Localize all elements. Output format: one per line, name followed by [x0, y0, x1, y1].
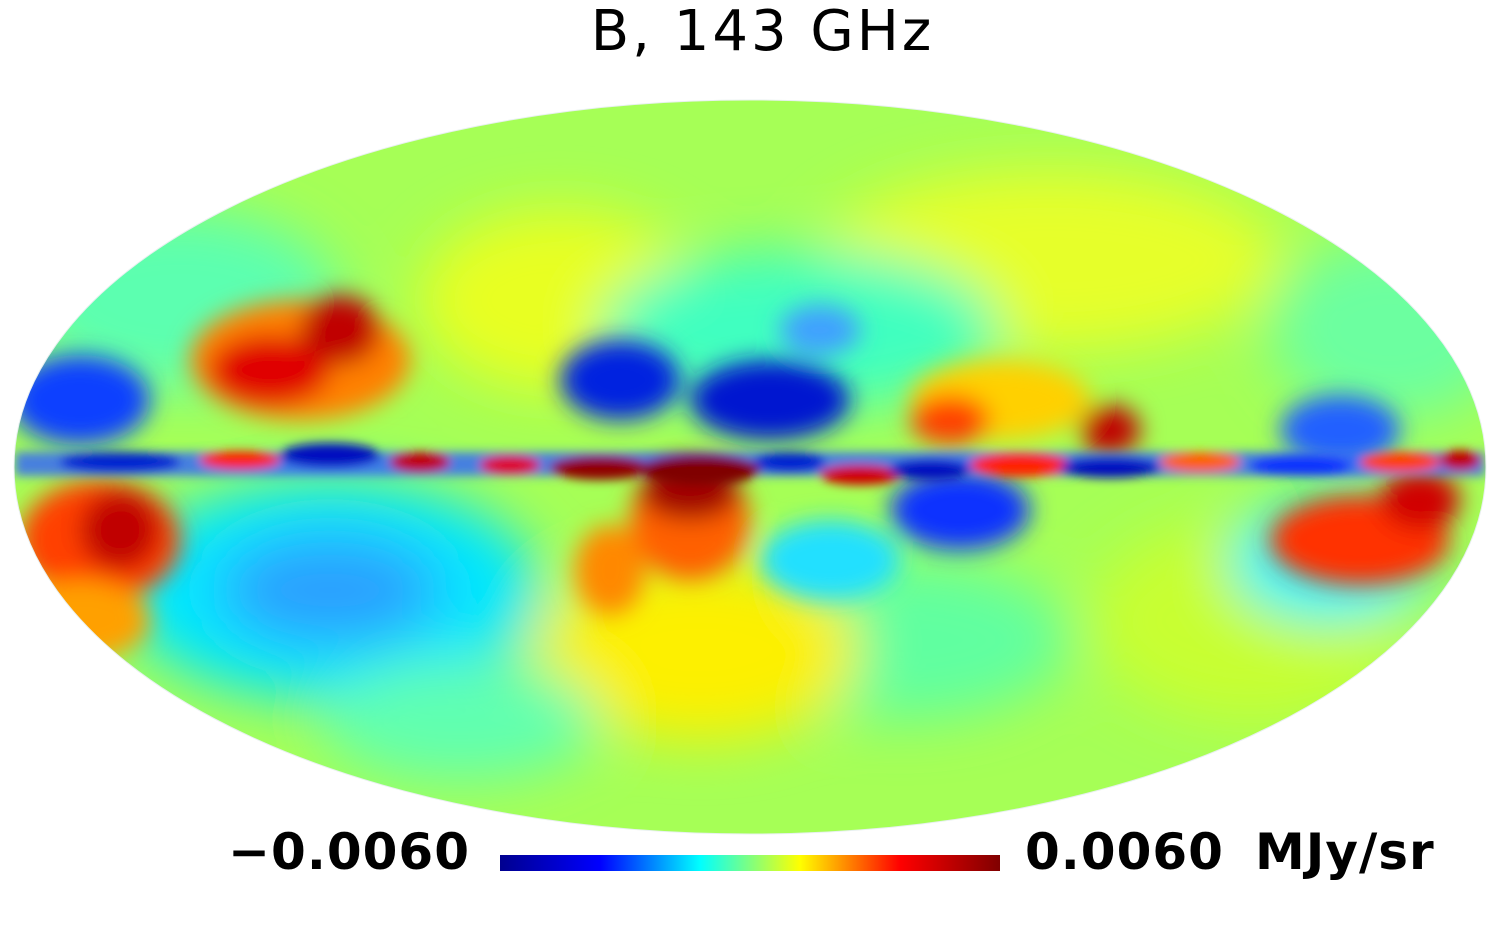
colorbar-unit-label: MJy/sr: [1255, 823, 1435, 881]
map-title: B, 143 GHz: [590, 0, 935, 64]
sky-map-body: [14, 100, 1486, 834]
galactic-plane: [15, 443, 1485, 485]
colorbar-max-label: 0.0060: [1025, 823, 1224, 881]
map-outline: [13, 99, 1487, 835]
colorbar: [500, 855, 1000, 871]
intermediate-structure: [14, 295, 1460, 660]
colorbar-min-label: −0.0060: [228, 823, 470, 881]
